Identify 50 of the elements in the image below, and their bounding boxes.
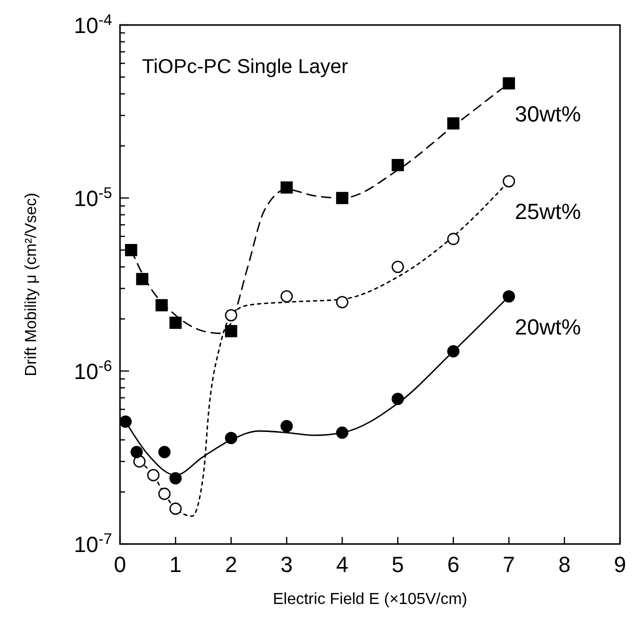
point <box>392 260 404 273</box>
point <box>147 469 160 482</box>
point <box>169 502 182 515</box>
point <box>158 446 171 458</box>
point <box>224 309 238 322</box>
point <box>130 446 143 458</box>
point <box>224 432 238 444</box>
series-label: 30wt% <box>514 101 581 126</box>
y-tick-label: 10$^{-6}$ <box>74 358 112 384</box>
point <box>392 158 404 172</box>
point <box>447 232 460 246</box>
x-tick-label: 0 <box>114 552 126 577</box>
x-tick-label: 5 <box>392 552 404 577</box>
x-tick-label: 4 <box>336 552 348 577</box>
point <box>280 181 293 194</box>
series-label: 20wt% <box>514 314 581 340</box>
point <box>136 272 148 286</box>
x-tick-label: 1 <box>169 552 182 577</box>
x-tick-label: 3 <box>280 552 293 577</box>
series-label: 25wt% <box>514 199 581 224</box>
x-tick-label: 6 <box>447 552 460 577</box>
text: TiOPc-PC Single Layer <box>142 56 348 78</box>
point <box>336 296 348 308</box>
y-axis-title: Drift Mobility μ (cm²/Vsec) <box>23 192 40 376</box>
point <box>502 290 516 303</box>
x-tick-label: 9 <box>614 552 626 577</box>
point <box>169 472 182 484</box>
point <box>502 77 515 90</box>
point <box>336 426 348 439</box>
point <box>502 175 516 188</box>
point <box>447 117 460 130</box>
point <box>158 488 171 500</box>
point <box>169 316 182 329</box>
point <box>392 392 404 406</box>
y-tick-label: 10$^{-4}$ <box>74 12 112 38</box>
x-tick-label: 2 <box>224 552 238 577</box>
point <box>133 455 146 468</box>
point <box>280 290 293 303</box>
point <box>447 345 460 358</box>
y-tick-label: 10$^{-5}$ <box>74 184 112 211</box>
point <box>119 415 132 428</box>
point <box>225 325 238 338</box>
x-tick-label: 8 <box>558 552 571 577</box>
y-tick-label: 10$^{-7}$ <box>74 530 112 557</box>
point <box>336 192 348 204</box>
point <box>280 420 293 432</box>
point <box>156 299 168 312</box>
x-tick-label: 7 <box>502 552 516 577</box>
x-axis-title: Electric Field E (×105V/cm) <box>272 591 468 608</box>
point <box>125 244 138 256</box>
